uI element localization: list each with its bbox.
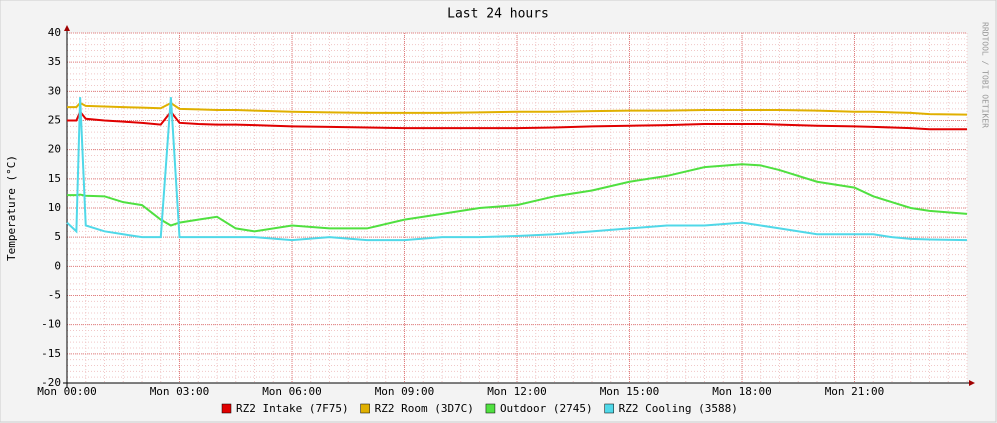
y-tick-label: 25: [48, 114, 61, 127]
y-tick-label: 40: [48, 26, 61, 39]
x-tick-label: Mon 18:00: [712, 385, 772, 398]
x-tick-label: Mon 12:00: [487, 385, 547, 398]
y-tick-label: 30: [48, 84, 61, 97]
legend-label: RZ2 Intake (7F75): [236, 402, 349, 415]
chart-title: Last 24 hours: [447, 7, 549, 22]
series-line: [67, 101, 968, 116]
x-tick-label: Mon 00:00: [37, 385, 97, 398]
x-tick-label: Mon 06:00: [262, 385, 322, 398]
y-tick-label: -5: [48, 289, 61, 302]
legend-swatch: [604, 403, 614, 414]
series-line: [67, 163, 968, 233]
y-tick-label: 5: [54, 230, 61, 243]
x-tick-label: Mon 21:00: [825, 385, 885, 398]
y-tick-label: -15: [41, 347, 61, 360]
y-tick-label: 0: [54, 259, 61, 272]
series-line: [67, 109, 967, 131]
x-tick-label: Mon 03:00: [150, 385, 210, 398]
y-tick-label: -10: [41, 318, 61, 331]
arrow: [64, 25, 70, 31]
watermark: RRDTOOL / TOBI OETIKER: [981, 22, 990, 128]
x-tick-label: Mon 09:00: [375, 385, 435, 398]
arrow: [969, 380, 975, 386]
x-tick-label: Mon 15:00: [600, 385, 660, 398]
y-tick-label: -20: [41, 376, 61, 389]
y-axis-label: Temperature (°C): [5, 155, 18, 261]
y-tick-label: 35: [48, 55, 61, 68]
legend-label: RZ2 Cooling (3588): [619, 402, 738, 415]
legend-label: Outdoor (2745): [500, 402, 593, 415]
series-line: [66, 97, 968, 242]
y-tick-label: 20: [48, 143, 61, 156]
legend-label: RZ2 Room (3D7C): [375, 402, 474, 415]
y-tick-label: 10: [48, 201, 61, 214]
legend-swatch: [221, 403, 232, 414]
legend-swatch: [485, 403, 496, 414]
legend-swatch: [360, 403, 370, 414]
y-tick-label: 15: [48, 172, 61, 185]
